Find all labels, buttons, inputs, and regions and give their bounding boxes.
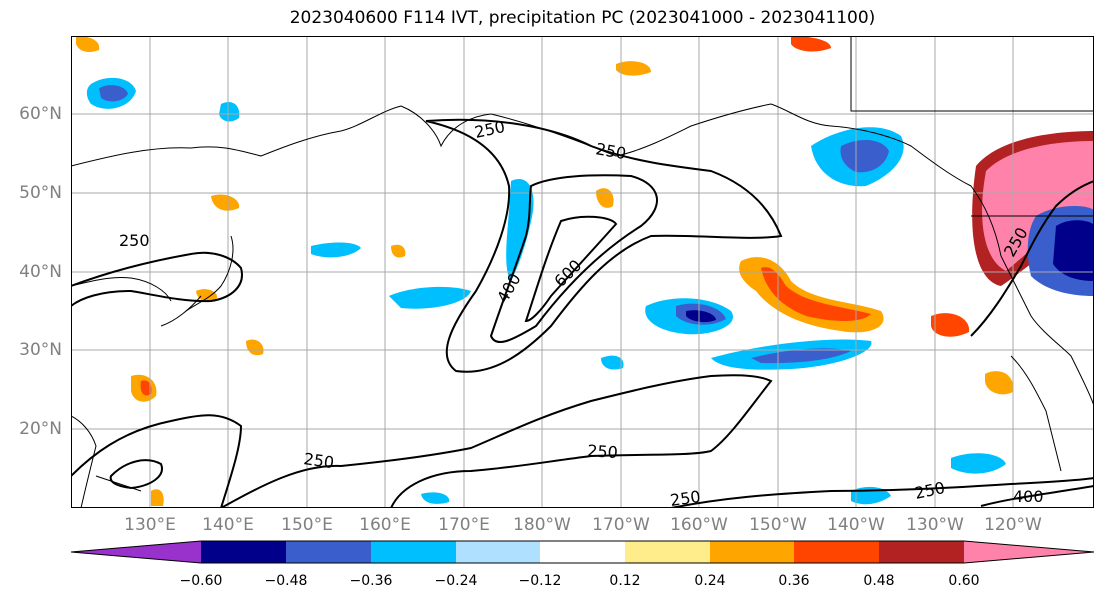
colorbar-segment-0 <box>71 541 201 563</box>
lon-label: 130°W <box>906 515 964 535</box>
colorbar-tick: 0.24 <box>694 573 726 589</box>
map-title: 2023040600 F114 IVT, precipitation PC (2… <box>289 8 876 28</box>
colorbar-segment-5 <box>540 541 625 563</box>
coastlines <box>71 36 1094 508</box>
lon-label: 160°W <box>670 515 728 535</box>
lon-label: 130°E <box>124 515 176 535</box>
colorbar-tick: 0.60 <box>948 573 980 589</box>
lat-label: 30°N <box>19 340 62 360</box>
map-panel: 250 250 250 250 250 250 250 250 400 600 … <box>71 36 1094 508</box>
colorbar-tick: −0.24 <box>434 573 478 589</box>
contour-label: 250 <box>587 441 619 462</box>
colorbar-tick: −0.60 <box>179 573 223 589</box>
colorbar-segment-4 <box>456 541 540 563</box>
colorbar-segment-9 <box>879 541 964 563</box>
colorbar-tick: −0.48 <box>264 573 308 589</box>
colorbar-segment-10 <box>964 541 1094 563</box>
colorbar-segment-3 <box>371 541 456 563</box>
contour-label: 250 <box>119 231 150 250</box>
colorbar <box>71 540 1094 564</box>
lat-label: 50°N <box>19 183 62 203</box>
lon-label: 140°W <box>827 515 885 535</box>
colorbar-segment-1 <box>201 541 286 563</box>
lon-label: 120°W <box>984 515 1042 535</box>
colorbar-tick: 0.36 <box>778 573 810 589</box>
lat-label: 20°N <box>19 419 62 439</box>
colorbar-segment-6 <box>625 541 710 563</box>
colorbar-segment-8 <box>794 541 879 563</box>
lon-label: 150°E <box>281 515 333 535</box>
lon-label: 170°E <box>438 515 490 535</box>
contour-label: 250 <box>302 449 335 472</box>
lon-label: 160°E <box>359 515 411 535</box>
precip-shading <box>76 36 1094 506</box>
contour-label: 250 <box>669 487 702 508</box>
colorbar-segment-2 <box>286 541 371 563</box>
lat-label: 40°N <box>19 262 62 282</box>
colorbar-segment-7 <box>710 541 794 563</box>
contour-label: 400 <box>1013 487 1044 506</box>
colorbar-tick: 0.12 <box>609 573 641 589</box>
lat-label: 60°N <box>19 104 62 124</box>
colorbar-tick: 0.48 <box>863 573 895 589</box>
colorbar-tick: −0.36 <box>349 573 393 589</box>
lon-label: 150°W <box>749 515 807 535</box>
lon-label: 180°W <box>513 515 571 535</box>
colorbar-tick: −0.12 <box>518 573 562 589</box>
ivt-contours <box>71 118 1094 508</box>
lon-label: 170°W <box>592 515 650 535</box>
lon-label: 140°E <box>202 515 254 535</box>
